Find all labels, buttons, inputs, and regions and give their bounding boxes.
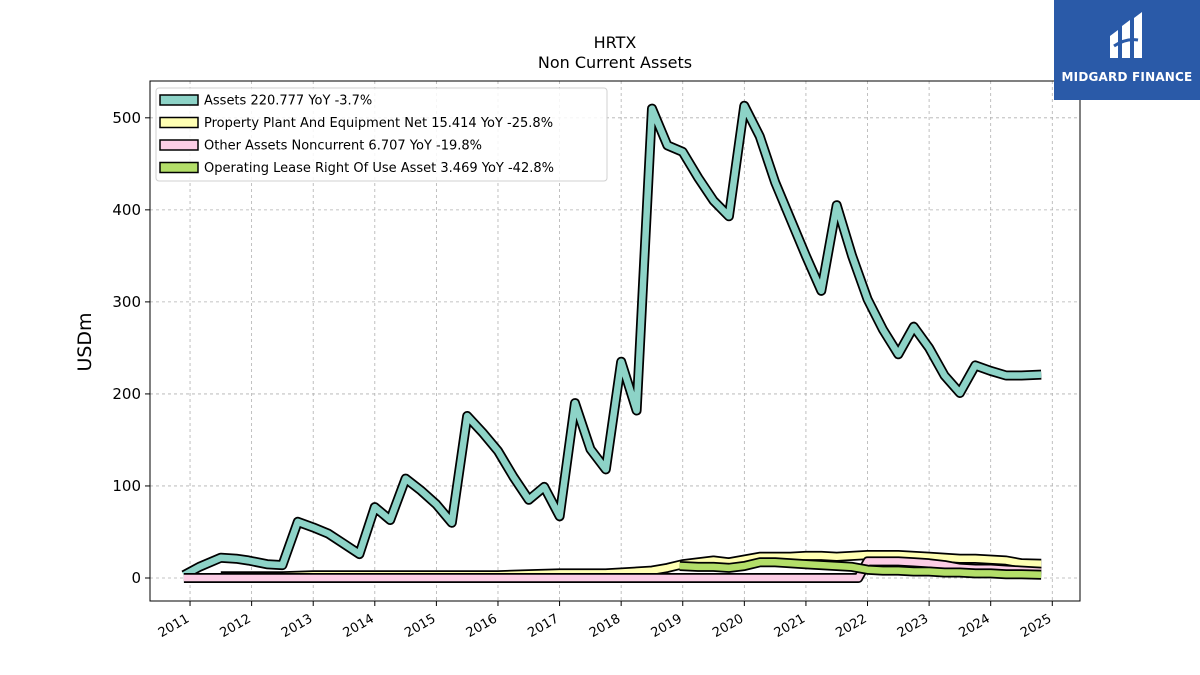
y-tick-label: 0 [131,569,141,587]
chart-title: HRTX [594,33,637,52]
x-tick-label: 2020 [710,611,746,641]
logo-text: MIDGARD FINANCE [1061,70,1193,84]
y-tick-label: 200 [112,385,141,403]
y-tick-label: 400 [112,201,141,219]
series-0-line [182,102,1042,579]
midgard-mark-icon [1110,12,1142,58]
legend-swatch [159,139,199,151]
x-tick-label: 2014 [341,611,377,641]
x-tick-label: 2021 [772,611,808,641]
chart-subtitle: Non Current Assets [538,53,692,72]
x-tick-label: 2024 [957,611,993,641]
y-tick-label: 500 [112,109,141,127]
x-tick-label: 2022 [833,611,869,641]
x-tick-label: 2013 [279,611,315,641]
y-tick-label: 300 [112,293,141,311]
series-3-line [679,559,1042,579]
legend: Assets 220.777 YoY -3.7% Property Plant A… [155,87,608,182]
axes-frame [149,80,1081,602]
y-axis-label: USDm [74,312,96,371]
x-tick-label: 2023 [895,611,931,641]
legend-label: Property Plant And Equipment Net 15.414 … [204,116,553,131]
x-tick-label: 2012 [217,611,253,641]
x-tick-label: 2018 [587,611,623,641]
legend-label: Operating Lease Right Of Use Asset 3.469… [204,161,554,176]
series-layer [181,100,1042,583]
x-tick-label: 2016 [464,611,500,641]
legend-swatch [159,94,199,106]
legend-label: Other Assets Noncurrent 6.707 YoY -19.8% [204,139,482,154]
x-tick-label: 2015 [402,611,438,641]
legend-label: Assets 220.777 YoY -3.7% [204,94,372,109]
y-tick-label: 100 [112,477,141,495]
x-tick-label: 2011 [156,611,192,641]
legend-box [155,87,608,182]
x-tick-label: 2019 [649,611,685,641]
x-tick-label: 2025 [1018,611,1054,641]
x-tick-label: 2017 [525,611,561,641]
legend-swatch [159,116,199,129]
legend-swatch [159,161,199,174]
midgard-logo: MIDGARD FINANCE [1054,0,1200,100]
